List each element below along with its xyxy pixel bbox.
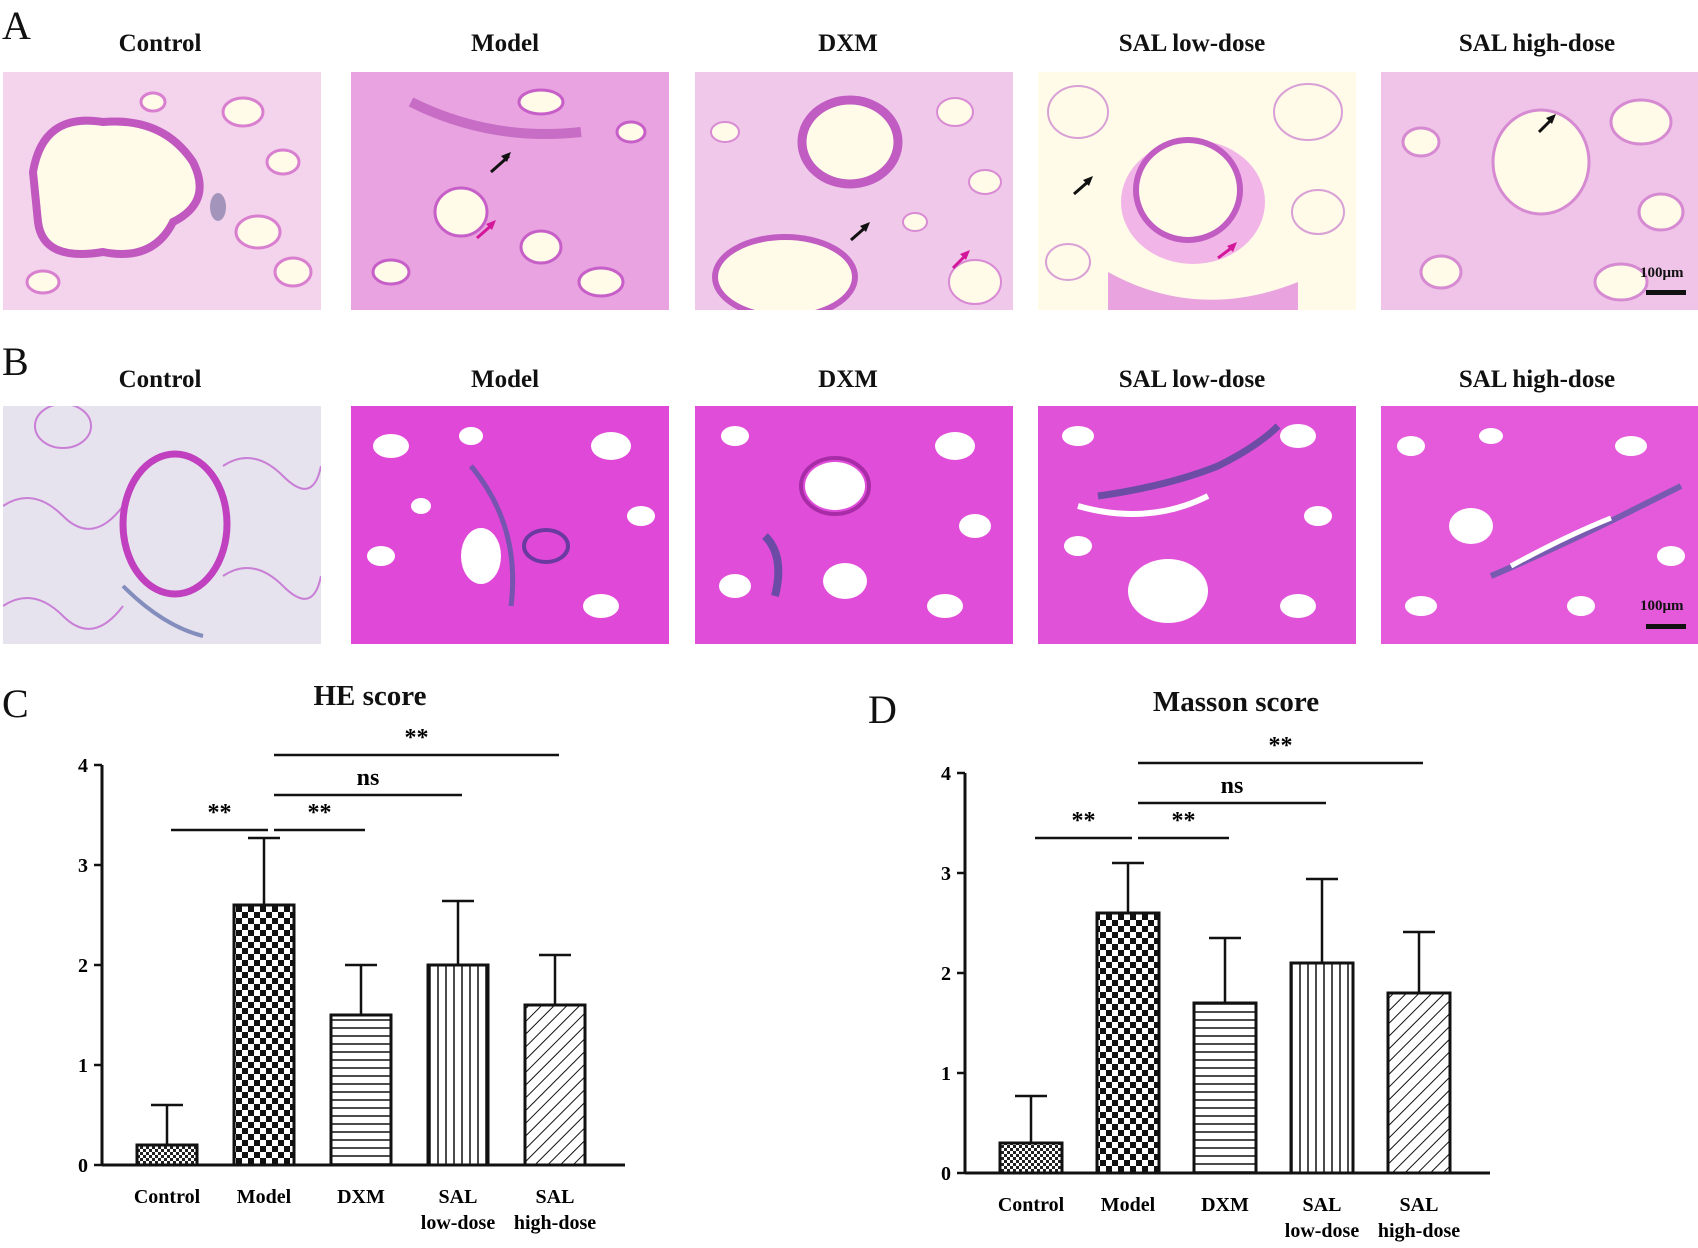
b-micrograph-sal-low [1038,406,1356,644]
x-tick-label: high-dose [514,1212,596,1234]
b-micrograph-model [351,406,669,644]
y-tick-label: 1 [941,1063,951,1085]
y-tick-label: 4 [78,755,88,777]
bar [523,1003,587,1167]
significance-label: ** [1072,808,1096,834]
x-tick-label: SAL [536,1186,575,1208]
bar [329,1013,393,1167]
y-tick-label: 2 [78,955,88,977]
a-title-control: Control [118,30,202,57]
b-scale-label: 100μm [1640,598,1684,614]
x-tick-label: Model [1101,1194,1156,1216]
y-tick-label: 0 [941,1163,951,1185]
a-title-sal-high: SAL high-dose [1458,30,1616,57]
d-chart-title: Masson score [1152,686,1320,718]
a-micrograph-sal-low [1038,72,1356,310]
y-tick-label: 4 [941,763,951,785]
x-tick-label: Model [237,1186,292,1208]
b-scale-bar [1646,624,1686,629]
panel-b-letter: B [2,339,29,384]
b-title-sal-low: SAL low-dose [1118,366,1266,393]
x-tick-label: SAL [439,1186,478,1208]
bar [426,963,490,1167]
x-tick-label: SAL [1400,1194,1439,1216]
b-micrograph-sal-high [1381,406,1698,644]
significance-label: ** [1269,733,1293,759]
significance-label: ** [405,725,429,751]
x-tick-label: low-dose [421,1212,496,1234]
x-tick-label: Control [134,1186,201,1208]
a-scale-bar [1646,290,1686,295]
panel-c-letter: C [2,681,29,726]
panel-a-letter: A [2,3,31,48]
c-chart-title: HE score [313,680,427,712]
significance-label: ** [208,800,232,826]
x-tick-label: DXM [337,1186,385,1208]
bar [1095,911,1161,1175]
a-micrograph-sal-high [1381,72,1698,310]
y-tick-label: 2 [941,963,951,985]
a-scale-label: 100μm [1640,265,1684,281]
a-micrograph-model [351,72,669,310]
x-tick-label: Control [998,1194,1065,1216]
a-title-model: Model [470,30,540,57]
masson-score-chart: 0 1 2 3 4 Control Model DXM SAL low-dose SAL high-d… [941,733,1490,1242]
significance-label: ns [357,765,380,791]
b-title-sal-high: SAL high-dose [1458,366,1616,393]
bar [1192,1001,1258,1175]
a-title-sal-low: SAL low-dose [1118,30,1266,57]
bar [135,1143,199,1167]
y-tick-label: 0 [78,1155,88,1177]
significance-label: ** [308,800,332,826]
a-title-dxm: DXM [818,30,878,57]
a-micrograph-dxm [695,72,1013,310]
x-tick-label: DXM [1201,1194,1249,1216]
b-micrograph-dxm [695,406,1013,644]
significance-label: ** [1172,808,1196,834]
x-tick-label: low-dose [1285,1220,1360,1242]
b-title-control: Control [118,366,202,393]
bar [1386,991,1452,1175]
b-title-model: Model [470,366,540,393]
y-tick-label: 3 [78,855,88,877]
he-score-chart: 0 1 2 3 4 Control Model DXM SAL low-dose SAL high-d… [78,725,625,1234]
bar [1289,961,1355,1175]
bar [998,1141,1064,1175]
y-tick-label: 1 [78,1055,88,1077]
x-tick-label: SAL [1303,1194,1342,1216]
significance-label: ns [1221,773,1244,799]
b-micrograph-control [3,406,321,644]
bar [232,903,296,1167]
y-tick-label: 3 [941,863,951,885]
b-title-dxm: DXM [818,366,878,393]
panel-d-letter: D [868,687,897,732]
x-tick-label: high-dose [1378,1220,1460,1242]
a-micrograph-control [3,72,321,310]
